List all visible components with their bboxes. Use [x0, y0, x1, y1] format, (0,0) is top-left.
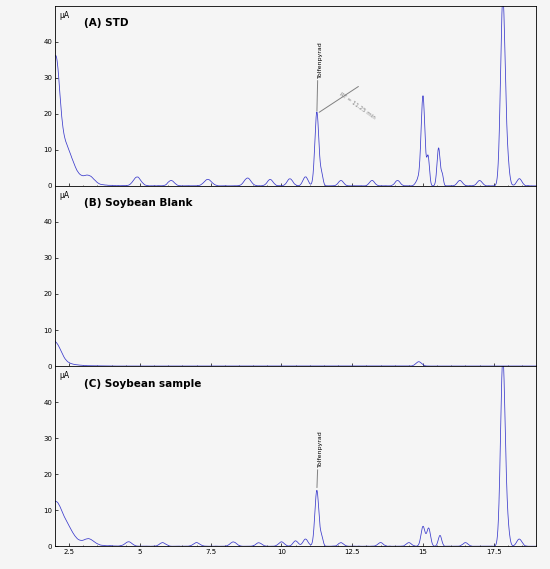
Text: Tolfenpyrad: Tolfenpyrad	[318, 430, 323, 467]
Text: (A) STD: (A) STD	[84, 18, 128, 28]
Text: μA: μA	[60, 11, 70, 20]
Text: μA: μA	[60, 372, 70, 381]
Text: μA: μA	[60, 191, 70, 200]
Text: Tolfenpyrad: Tolfenpyrad	[318, 41, 323, 78]
Text: RT = 11.25 min: RT = 11.25 min	[338, 92, 376, 121]
Text: (B) Soybean Blank: (B) Soybean Blank	[84, 199, 192, 208]
Text: (C) Soybean sample: (C) Soybean sample	[84, 379, 201, 389]
